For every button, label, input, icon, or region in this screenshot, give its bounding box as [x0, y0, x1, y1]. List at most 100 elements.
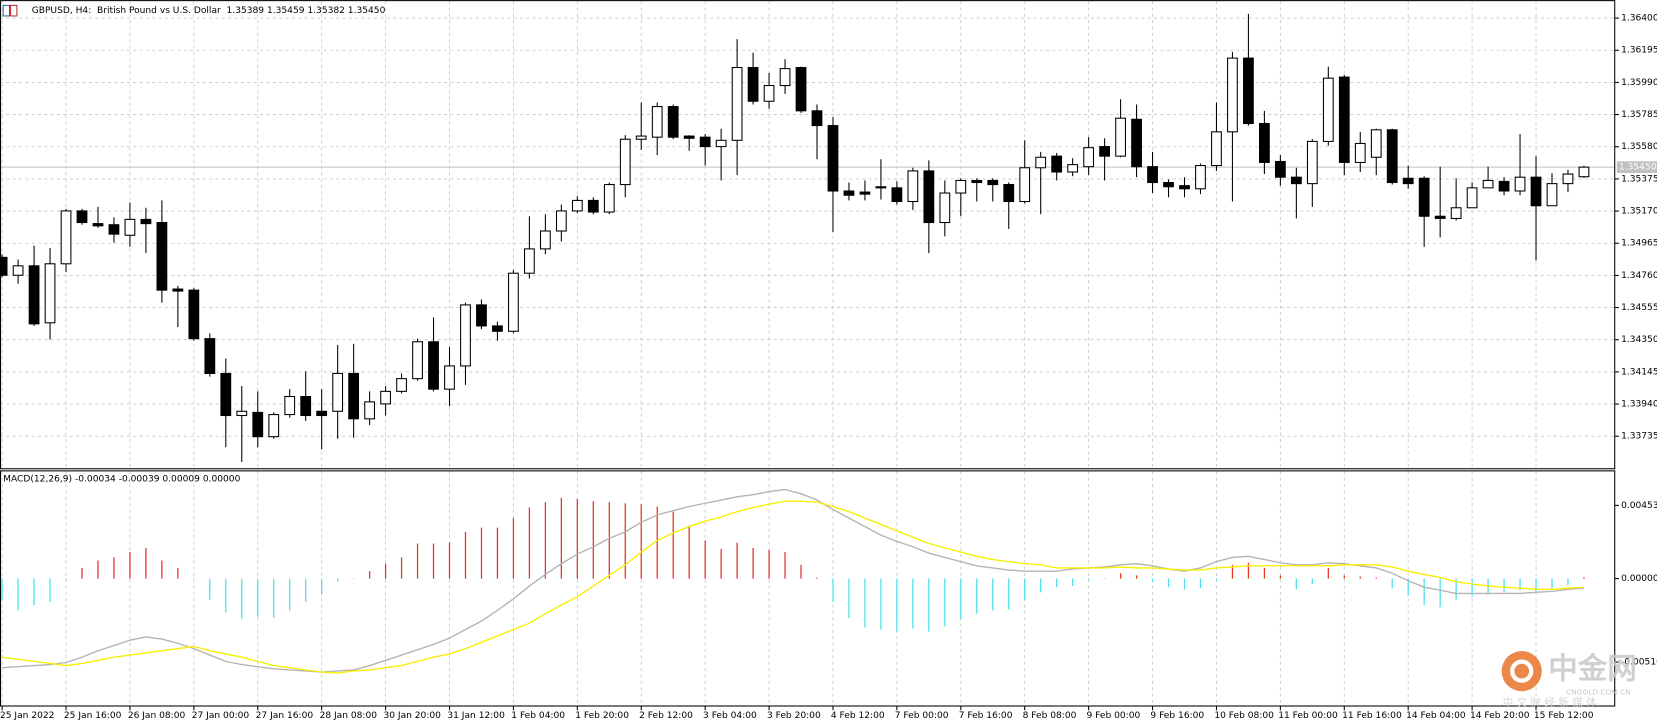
candle-body	[124, 218, 136, 236]
candle-body	[683, 135, 695, 139]
candle-body	[1163, 181, 1174, 188]
y-tick-label: 1.34145	[1621, 367, 1657, 377]
price-frame	[0, 0, 1616, 470]
x-tick-label: 14 Feb 20:00	[1470, 711, 1530, 721]
candle-body	[827, 125, 839, 192]
candle-body	[843, 190, 855, 196]
candle-body	[763, 85, 775, 102]
y-tick-label: 1.35785	[1621, 110, 1657, 120]
x-tick-label: 3 Feb 20:00	[767, 711, 821, 721]
candle-body	[1482, 179, 1494, 189]
candle-body	[875, 186, 887, 189]
candle-body	[1211, 131, 1222, 167]
y-tick-label: 1.34350	[1621, 335, 1657, 345]
y-tick-label: 1.34965	[1621, 239, 1657, 249]
candle-body	[923, 170, 935, 224]
candle-body	[1274, 160, 1286, 178]
candle-body	[76, 210, 88, 224]
candle-body	[1083, 147, 1095, 168]
indicator-line	[2, 500, 1584, 674]
candle-body	[1386, 129, 1398, 184]
x-tick-label: 27 Jan 16:00	[256, 711, 314, 721]
candle-body	[651, 106, 663, 138]
candle-body	[252, 411, 264, 438]
x-tick-label: 10 Feb 08:00	[1214, 711, 1274, 721]
candle-body	[603, 184, 615, 213]
candle-body	[300, 396, 312, 417]
x-tick-label: 25 Jan 2022	[0, 711, 54, 721]
candle-body	[492, 325, 503, 332]
candle-body	[412, 341, 423, 380]
candle-body	[1466, 187, 1478, 209]
x-tick-label: 26 Jan 08:00	[128, 711, 186, 721]
y-tick-label: 1.36195	[1621, 46, 1657, 56]
candle-body	[380, 390, 391, 405]
candle-body	[444, 365, 455, 390]
x-tick-label: 8 Feb 08:00	[1023, 711, 1077, 721]
candle-body	[571, 199, 583, 212]
current-price-box	[1616, 161, 1657, 173]
candle-body	[715, 139, 727, 148]
candle-body	[1259, 122, 1270, 163]
candle-body	[204, 338, 216, 374]
x-tick-label: 28 Jan 08:00	[320, 711, 378, 721]
candle-body	[859, 191, 871, 195]
candle-body	[1179, 185, 1190, 190]
x-tick-label: 7 Feb 16:00	[959, 711, 1013, 721]
y-tick-label: 1.33735	[1621, 432, 1657, 442]
x-tick-label: 1 Feb 20:00	[575, 711, 629, 721]
candle-body	[172, 288, 184, 292]
x-tick-label: 11 Feb 00:00	[1278, 711, 1338, 721]
candle-body	[1243, 57, 1254, 125]
y-tick-label: 1.34760	[1621, 271, 1657, 281]
candle-body	[1035, 156, 1047, 169]
candle-body	[1067, 164, 1079, 173]
candle-body	[508, 272, 519, 332]
candle-body	[1227, 57, 1238, 133]
candle-body	[1338, 76, 1350, 163]
candle-body	[555, 210, 567, 232]
y-tick-label: 1.34555	[1621, 303, 1657, 313]
candle-body	[316, 410, 328, 417]
candle-body	[1115, 117, 1126, 157]
candle-body	[1306, 140, 1318, 185]
x-tick-label: 2 Feb 12:00	[639, 711, 693, 721]
candle-body	[1402, 177, 1414, 185]
candle-body	[699, 136, 711, 148]
candle-body	[1450, 207, 1462, 219]
candle-body	[1546, 183, 1558, 207]
candle-body	[476, 304, 487, 327]
watermark-brand: 中金网	[1548, 652, 1637, 686]
x-tick-label: 9 Feb 16:00	[1150, 711, 1204, 721]
candle-body	[60, 210, 72, 265]
candle-body	[1019, 167, 1031, 203]
candle-body	[1099, 146, 1110, 157]
x-tick-label: 9 Feb 00:00	[1087, 711, 1141, 721]
candle-body	[236, 410, 248, 417]
candle-body	[220, 372, 232, 417]
candle-body	[1418, 177, 1430, 217]
candle-body	[92, 223, 104, 227]
candle-body	[1498, 180, 1510, 192]
macd-title: MACD(12,26,9) -0.00034 -0.00039 0.00009 …	[3, 474, 240, 484]
watermark: 中金网 CNGOLD.COM.CN 中 文 财 经 新 媒 体	[1501, 651, 1637, 709]
y-tick-label: 1.35170	[1621, 207, 1657, 217]
candle-body	[460, 304, 471, 367]
x-tick-label: 1 Feb 04:00	[511, 711, 565, 721]
indicator-line	[2, 488, 1585, 673]
candle-body	[907, 170, 919, 203]
candle-body	[28, 265, 40, 325]
candle-body	[332, 372, 344, 412]
candle-body	[524, 248, 535, 274]
x-tick-label: 25 Jan 16:00	[64, 711, 122, 721]
chart-title: GBPUSD, H4: British Pound vs U.S. Dollar…	[32, 6, 386, 16]
candle-body	[1514, 176, 1526, 192]
current-price-label: 1.35450	[1619, 163, 1657, 173]
candle-body	[1290, 176, 1302, 185]
candle-body	[939, 192, 951, 224]
y-tick-label: 1.35375	[1621, 174, 1657, 184]
candle-body	[1370, 129, 1382, 158]
price-pane	[0, 1, 1615, 469]
